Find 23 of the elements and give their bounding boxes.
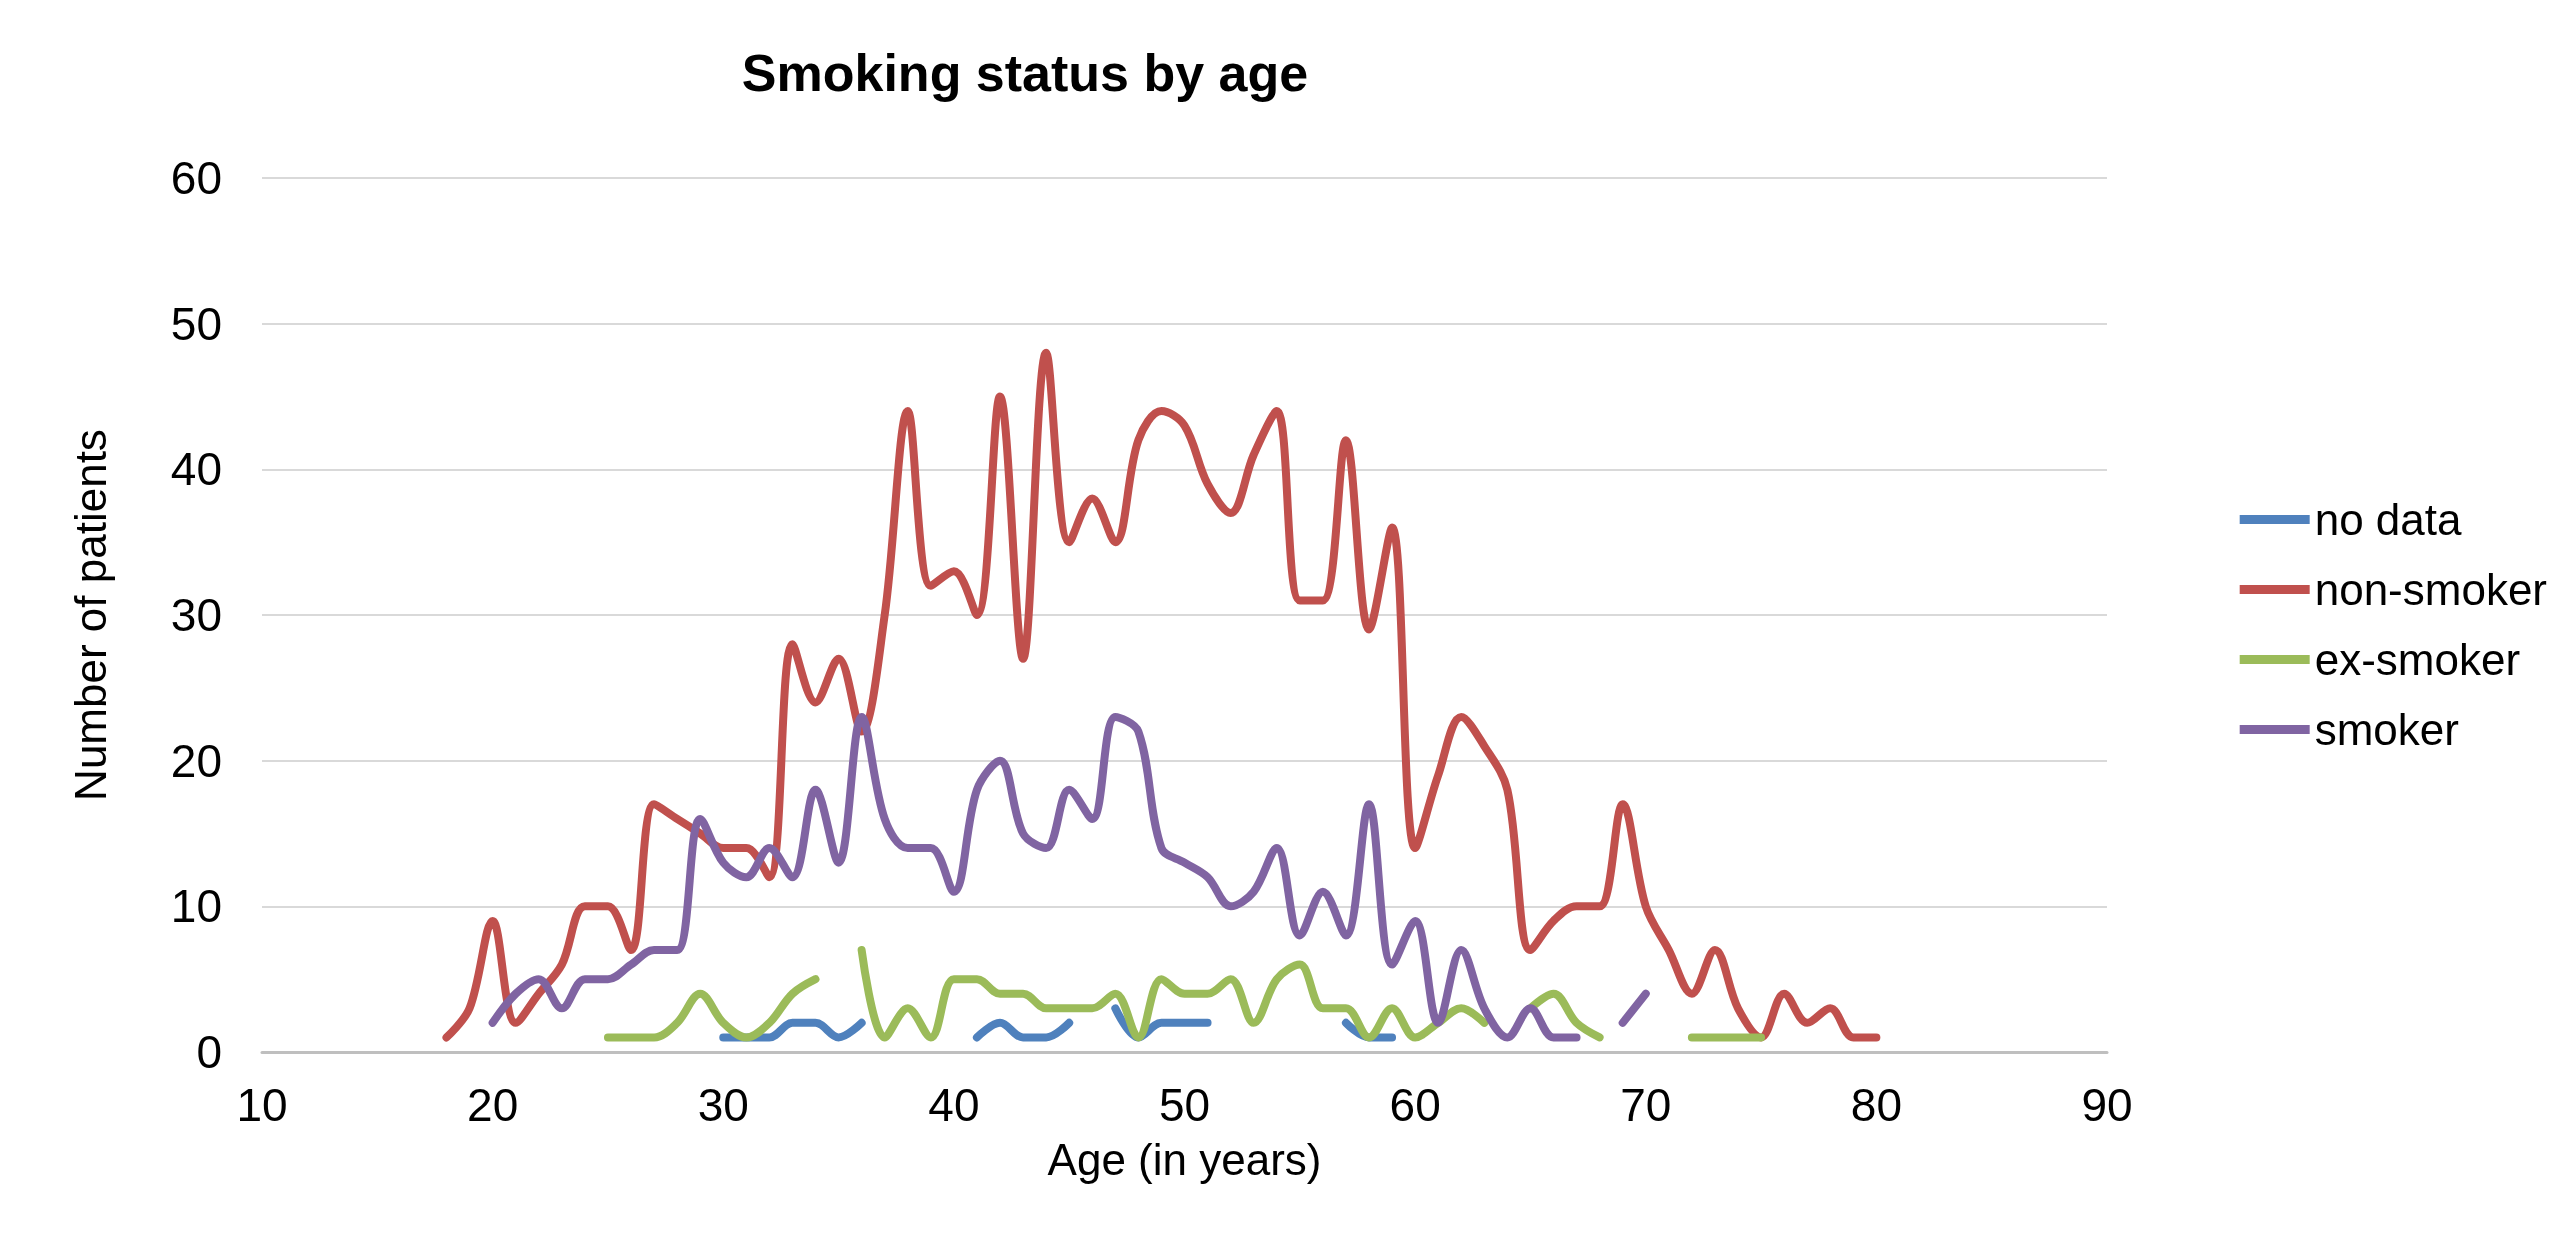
x-tick-label: 10 [236,1079,288,1131]
x-tick-label: 30 [697,1079,749,1131]
x-tick-label: 50 [1158,1079,1211,1131]
y-tick-label: 10 [170,880,222,933]
y-tick-label: 50 [170,297,222,350]
chart-title: Smoking status by age [741,44,1309,102]
x-tick-label: 20 [467,1079,519,1131]
x-tick-label: 70 [1620,1079,1672,1131]
x-tick-label: 80 [1850,1079,1902,1131]
y-tick-label: 60 [170,152,222,204]
x-tick-label: 60 [1389,1079,1441,1131]
legend-label: ex-smoker [2314,635,2521,684]
y-tick-label: 20 [170,734,222,787]
y-tick-label: 30 [170,589,222,641]
x-tick-label: 40 [928,1079,980,1131]
legend-label: non-smoker [2314,565,2547,614]
x-tick-label: 90 [2081,1079,2133,1131]
y-tick-label: 40 [170,443,222,496]
x-axis-title: Age (in years) [1047,1134,1322,1184]
legend-label: no data [2314,495,2463,544]
y-tick-label: 0 [196,1026,222,1078]
y-axis-title: Number of patients [65,429,115,801]
legend-label: smoker [2314,705,2459,754]
